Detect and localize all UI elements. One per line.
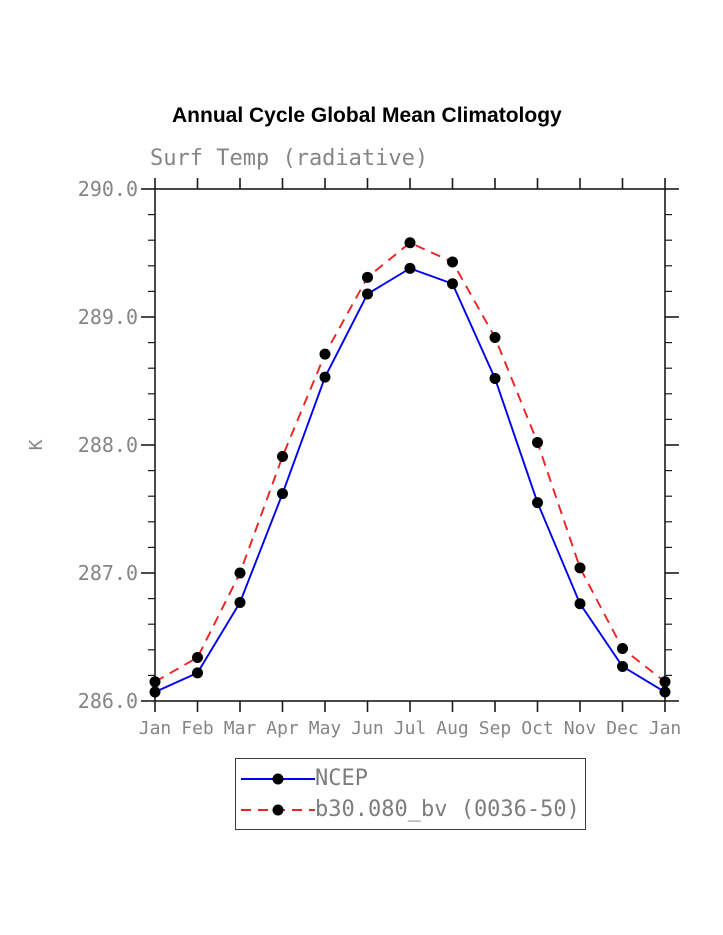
data-point-marker [404,262,416,274]
data-point-marker [617,643,628,655]
data-point-marker [404,237,416,249]
data-point-marker [532,497,543,509]
data-point-marker [489,372,501,384]
data-point-marker [234,567,246,579]
x-tick-label: Jun [351,718,384,739]
x-tick-label: Oct [521,718,554,739]
legend-label: b30.080_bv (0036-50) [315,796,580,822]
data-point-marker [277,451,288,463]
data-point-marker [319,348,331,360]
legend-item-b30-080-bv-0036-50-: b30.080_bv (0036-50) [239,794,585,825]
data-point-marker [659,686,671,698]
legend-label: NCEP [315,765,368,791]
data-point-marker [149,686,161,698]
y-tick-label: 289.0 [78,305,138,329]
data-point-marker [447,278,458,290]
x-tick-label: Nov [564,718,597,739]
data-point-marker [192,651,203,663]
data-point-marker [234,596,246,608]
data-point-marker [277,488,288,500]
data-point-marker [447,256,458,268]
data-point-marker [489,331,501,343]
y-tick-label: 287.0 [78,561,138,585]
data-point-marker [574,598,586,610]
series-line-ncep [154,267,666,693]
x-tick-label: Jan [139,718,172,739]
x-tick-label: Aug [436,718,469,739]
legend-item-ncep: NCEP [239,763,585,794]
legend: NCEP b30.080_bv (0036-50) [235,758,586,830]
x-tick-label: Dec [606,718,639,739]
data-point-marker [532,436,543,448]
y-axis-unit-label: K [26,439,47,450]
x-tick-label: May [309,718,342,739]
data-point-marker [617,660,628,672]
x-tick-label: Feb [181,718,214,739]
data-point-marker [192,667,203,679]
legend-line-sample [241,804,315,815]
x-tick-label: Sep [479,718,512,739]
data-point-marker [362,288,373,300]
x-tick-label: Jul [394,718,427,739]
chart-subtitle: Surf Temp (radiative) [150,146,429,171]
y-tick-label: 286.0 [78,689,138,713]
legend-marker-dot [272,773,284,784]
x-tick-label: Jan [649,718,682,739]
data-point-marker [659,676,671,688]
data-point-marker [362,271,373,283]
data-point-marker [149,676,161,688]
x-tick-label: Mar [224,718,257,739]
y-tick-label: 288.0 [78,433,138,457]
legend-marker-dot [272,804,284,815]
legend-line-sample [241,773,315,784]
data-point-marker [574,562,586,574]
data-point-marker [319,371,331,383]
y-tick-label: 290.0 [78,177,138,201]
chart-title: Annual Cycle Global Mean Climatology [172,104,562,127]
x-tick-label: Apr [266,718,299,739]
